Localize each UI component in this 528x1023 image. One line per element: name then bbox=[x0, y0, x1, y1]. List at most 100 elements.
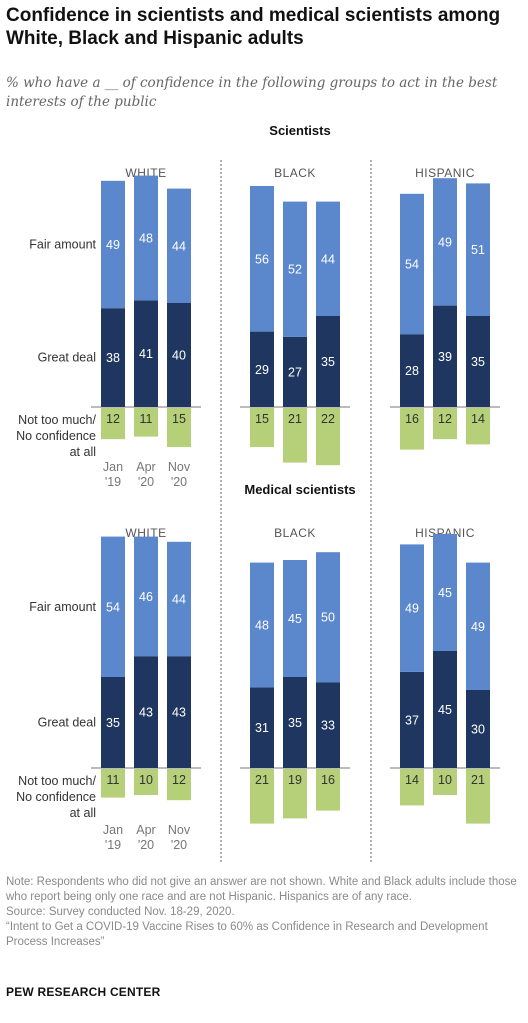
bar-great-deal bbox=[433, 651, 457, 768]
bar-not-too-much bbox=[134, 408, 158, 437]
bar-not-too-much bbox=[167, 769, 191, 801]
bar-fair-amount bbox=[433, 534, 457, 651]
value-label-great: 41 bbox=[139, 347, 153, 361]
value-label-great: 45 bbox=[438, 703, 452, 717]
bar-not-too-much bbox=[101, 769, 125, 798]
bar-not-too-much bbox=[400, 769, 424, 806]
notes-block: Note: Respondents who did not give an an… bbox=[6, 875, 518, 950]
value-label-not: 11 bbox=[107, 773, 120, 787]
bar-great-deal bbox=[134, 300, 158, 407]
value-label-fair: 48 bbox=[255, 619, 269, 633]
value-label-not: 21 bbox=[471, 773, 485, 787]
bar-great-deal bbox=[466, 690, 490, 768]
source-text: Source: Survey conducted Nov. 18-29, 202… bbox=[6, 906, 235, 918]
row-label-great: Great deal bbox=[38, 351, 96, 365]
bar-not-too-much bbox=[101, 408, 125, 440]
time-label-month: Apr bbox=[136, 823, 155, 837]
bar-fair-amount bbox=[167, 188, 191, 303]
bar-great-deal bbox=[283, 336, 307, 407]
value-label-fair: 45 bbox=[438, 586, 452, 600]
value-label-fair: 46 bbox=[139, 590, 153, 604]
value-label-fair: 56 bbox=[255, 252, 269, 266]
bar-great-deal bbox=[167, 303, 191, 407]
value-label-great: 40 bbox=[172, 349, 186, 363]
value-label-great: 29 bbox=[255, 363, 269, 377]
value-label-not: 16 bbox=[405, 412, 419, 426]
bar-fair-amount bbox=[400, 193, 424, 335]
bar-not-too-much bbox=[433, 769, 457, 795]
row-label-not: Not too much/No confidence at all bbox=[16, 413, 96, 459]
value-label-not: 15 bbox=[172, 412, 186, 426]
bar-great-deal bbox=[400, 671, 424, 768]
value-label-fair: 54 bbox=[106, 600, 120, 614]
bar-great-deal bbox=[250, 331, 274, 407]
value-label-great: 43 bbox=[172, 706, 186, 720]
group-label: BLACK bbox=[274, 166, 316, 180]
value-label-fair: 45 bbox=[288, 612, 302, 626]
value-label-great: 39 bbox=[438, 350, 452, 364]
value-label-fair: 51 bbox=[471, 243, 485, 257]
bar-great-deal bbox=[316, 316, 340, 407]
time-label-year: '20 bbox=[138, 475, 154, 489]
value-label-fair: 52 bbox=[288, 263, 302, 277]
stacked-bar-chart: Scientists Fair amount Great deal Not too m… bbox=[16, 123, 500, 862]
bar-fair-amount bbox=[167, 541, 191, 657]
time-label-year: '20 bbox=[171, 475, 187, 489]
value-label-fair: 49 bbox=[471, 620, 485, 634]
row-label-not: Not too much/No confidence at all bbox=[16, 774, 96, 820]
value-label-fair: 54 bbox=[405, 258, 419, 272]
time-label-year: '20 bbox=[138, 838, 154, 852]
bar-fair-amount bbox=[316, 201, 340, 316]
value-label-fair: 48 bbox=[139, 232, 153, 246]
bar-fair-amount bbox=[134, 175, 158, 301]
chart-title: Confidence in scientists and medical sci… bbox=[6, 5, 501, 49]
bar-fair-amount bbox=[283, 560, 307, 677]
value-label-fair: 50 bbox=[321, 611, 335, 625]
bar-not-too-much bbox=[167, 408, 191, 447]
group-label: HISPANIC bbox=[415, 166, 475, 180]
bar-fair-amount bbox=[101, 180, 125, 309]
bar-fair-amount bbox=[466, 562, 490, 690]
bar-fair-amount bbox=[400, 544, 424, 672]
value-label-not: 19 bbox=[288, 773, 302, 787]
value-label-great: 43 bbox=[139, 706, 153, 720]
bar-great-deal bbox=[400, 334, 424, 407]
time-label-month: Jan bbox=[103, 460, 123, 474]
bar-great-deal bbox=[433, 305, 457, 407]
value-label-great: 28 bbox=[405, 364, 419, 378]
value-label-great: 38 bbox=[106, 351, 120, 365]
bar-not-too-much bbox=[134, 769, 158, 795]
value-label-great: 35 bbox=[471, 355, 485, 369]
value-label-not: 12 bbox=[106, 412, 120, 426]
bar-not-too-much bbox=[250, 769, 274, 824]
time-label-year: '19 bbox=[105, 475, 121, 489]
value-label-not: 21 bbox=[255, 773, 269, 787]
bar-not-too-much bbox=[400, 408, 424, 450]
bar-great-deal bbox=[101, 677, 125, 768]
bar-fair-amount bbox=[316, 552, 340, 683]
bar-great-deal bbox=[250, 687, 274, 768]
row-label-fair: Fair amount bbox=[29, 238, 96, 252]
time-label-month: Jan bbox=[103, 823, 123, 837]
row-label-great: Great deal bbox=[38, 716, 96, 730]
bar-not-too-much bbox=[316, 408, 340, 466]
value-label-great: 35 bbox=[106, 716, 120, 730]
value-label-not: 10 bbox=[438, 773, 452, 787]
value-label-not: 11 bbox=[140, 412, 153, 426]
bar-not-too-much bbox=[283, 408, 307, 463]
bar-great-deal bbox=[134, 656, 158, 768]
bar-fair-amount bbox=[433, 178, 457, 306]
bar-fair-amount bbox=[101, 536, 125, 677]
time-label-month: Nov bbox=[168, 460, 191, 474]
value-label-great: 27 bbox=[288, 365, 302, 379]
time-label-month: Nov bbox=[168, 823, 191, 837]
value-label-great: 35 bbox=[288, 716, 302, 730]
value-label-fair: 44 bbox=[321, 252, 335, 266]
bar-not-too-much bbox=[316, 769, 340, 811]
panel-title: Medical scientists bbox=[244, 482, 355, 497]
chart-subtitle: % who have a __ of confidence in the fol… bbox=[6, 75, 498, 110]
bar-not-too-much bbox=[466, 769, 490, 824]
bar-fair-amount bbox=[134, 536, 158, 657]
bar-not-too-much bbox=[283, 769, 307, 819]
value-label-not: 10 bbox=[139, 773, 153, 787]
